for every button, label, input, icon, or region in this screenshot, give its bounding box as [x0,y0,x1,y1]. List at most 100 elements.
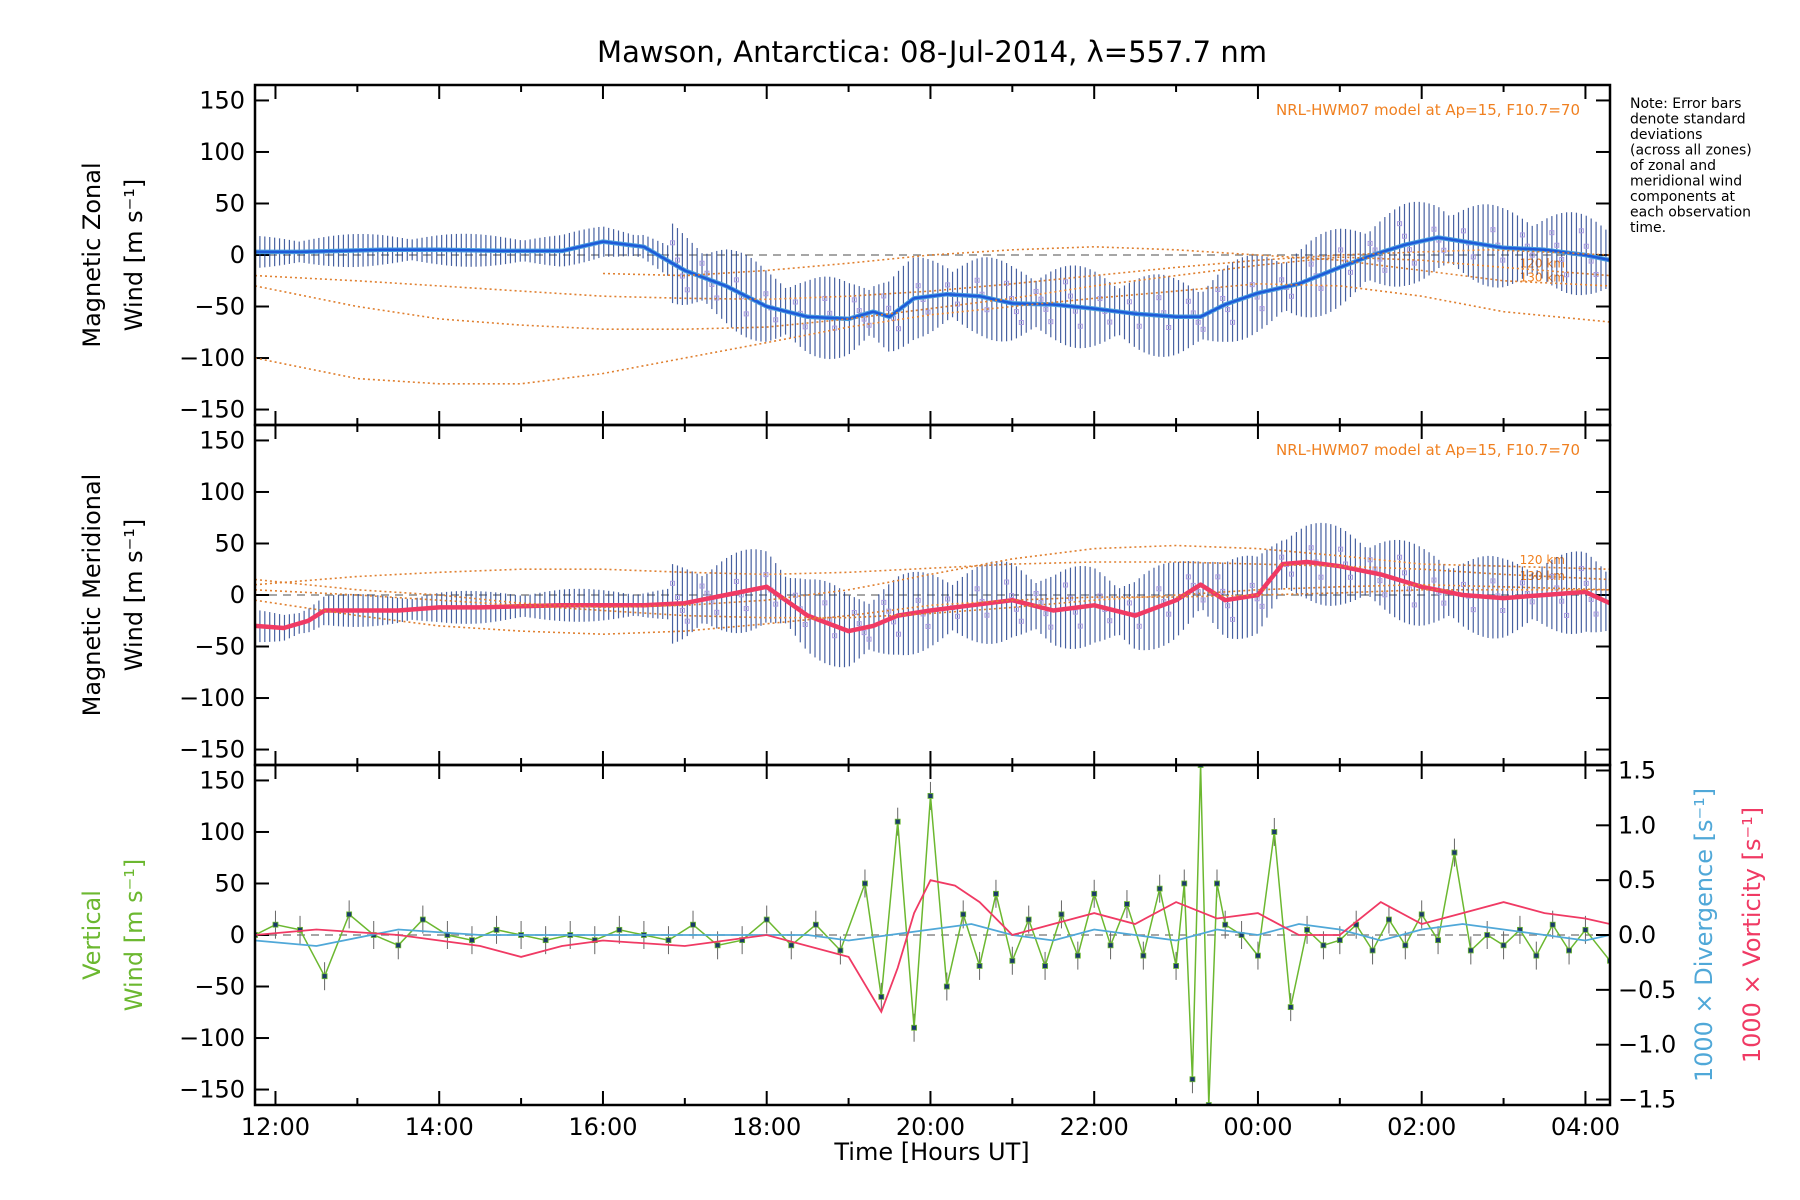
zone-point [773,601,779,607]
zone-point [945,282,951,288]
zone-point [763,572,769,578]
data-point [1435,937,1441,944]
y-axis-label-line1: Magnetic Meridional [78,474,106,717]
zone-point [704,590,710,596]
zone-point [733,578,739,584]
data-point [812,921,819,928]
chart-title: Mawson, Antarctica: 08-Jul-2014, λ=557.7… [597,35,1267,69]
data-point [788,942,795,949]
model-height-label: 120 km [1520,553,1565,567]
series-line [255,923,1610,947]
zone-point [1067,293,1073,299]
zone-point [1077,323,1083,329]
zone-point [1013,606,1019,612]
zone-point [792,299,798,305]
zone-point [1107,618,1113,624]
zone-point [674,594,680,600]
zone-point [1259,306,1265,312]
zone-point [1529,599,1535,605]
zone-point [684,618,690,624]
zone-point [1185,298,1191,304]
zone-point [1347,269,1353,275]
y-tick-label: 0 [230,921,245,949]
x-axis-label: Time [Hours UT] [833,1138,1029,1166]
data-point [346,911,353,918]
zone-point [1063,279,1069,285]
data-point [665,937,672,944]
zone-point [1166,324,1172,330]
zone-point [832,633,838,639]
zone-point [1200,326,1206,332]
plot-area [255,765,1610,1105]
y-tick-label: 150 [199,426,245,454]
zone-point [743,311,749,317]
zone-point [1009,296,1015,302]
model-label: NRL-HWM07 model at Ap=15, F10.7=70 [1276,441,1580,459]
right-tick-label: −1.5 [1618,1086,1676,1114]
zone-point [1308,545,1314,551]
zone-point [1220,295,1226,301]
data-point [1214,880,1220,887]
zone-point [866,636,872,642]
zone-point [896,631,902,637]
zone-point [891,619,897,625]
zone-point [1519,580,1525,586]
zone-point [1097,593,1103,599]
zone-point [1549,230,1555,236]
zone-point [954,301,960,307]
zone-point [1072,308,1078,314]
zone-point [1018,319,1024,325]
zone-point [773,317,779,323]
zone-point [896,326,902,332]
zone-point [1411,602,1417,608]
data-point [976,963,983,969]
data-point [1189,1076,1196,1083]
note-line: denote standard [1630,112,1746,128]
plot-area [255,201,1610,385]
zone-point [1367,240,1373,246]
data-point [960,911,967,918]
zone-point [1215,574,1221,580]
panel-vertical: −150 −100 −50 0 50 100 150 Vertical Wind [m s⁻¹]… [78,756,1766,1114]
zone-point [1397,554,1403,560]
data-point [1418,911,1425,918]
zone-point [1004,579,1010,585]
data-point [1025,916,1032,923]
data-point [1271,829,1278,835]
zone-point [1441,600,1447,606]
data-point [1533,952,1540,959]
zone-point [1377,578,1383,584]
data-point [1566,947,1572,954]
zone-point [861,316,867,322]
zone-point [886,305,892,311]
zone-point [925,623,931,629]
model-label: NRL-HWM07 model at Ap=15, F10.7=70 [1276,101,1580,119]
model-line [255,282,1610,385]
y-tick-label: −150 [179,736,245,764]
model-line [255,248,1610,301]
y-axis-label-line1: Magnetic Zonal [78,162,106,347]
zone-point [802,324,808,330]
zone-point [699,583,705,589]
zone-point [915,597,921,603]
x-tick-label: 04:00 [1551,1113,1620,1141]
note-line: deviations [1630,127,1702,143]
x-tick-label: 16:00 [568,1113,637,1141]
model-line [255,561,1610,586]
data-point [1091,890,1098,897]
zone-point [1500,607,1506,613]
data-point [1140,952,1147,959]
y-tick-label: 50 [214,189,245,217]
data-point [911,1024,917,1031]
y-tick-label: −100 [179,684,245,712]
zone-point [733,277,739,283]
zone-point [1072,609,1078,615]
zone-point [1004,280,1010,286]
y-tick-label: 50 [214,869,245,897]
data-point [1181,880,1188,887]
zone-point [1077,623,1083,629]
data-point [1042,963,1048,969]
zone-point [1318,285,1324,291]
zone-point [1009,593,1015,599]
